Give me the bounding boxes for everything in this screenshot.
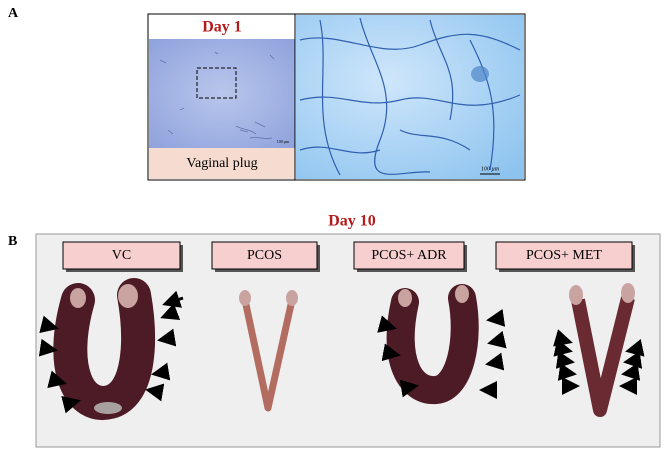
specimen-met	[569, 283, 635, 417]
arrow	[553, 339, 573, 357]
arrow	[162, 290, 184, 308]
arrow	[623, 350, 643, 369]
label-box	[62, 241, 181, 270]
arrow	[381, 343, 401, 362]
zoom-box	[196, 67, 237, 99]
arrow	[61, 395, 81, 414]
caption-area	[149, 148, 295, 179]
caption: Vaginal plug	[186, 156, 257, 171]
arrow	[555, 350, 575, 369]
group-label: VC	[112, 248, 131, 263]
label-box	[211, 241, 318, 270]
panel-title: Day 1	[202, 19, 242, 36]
arrow	[151, 362, 171, 381]
group-label: PCOS	[247, 248, 282, 263]
cell	[471, 66, 489, 82]
specimen-pcos	[239, 290, 298, 412]
arrow	[157, 328, 177, 347]
panel-title: Day 10	[328, 213, 376, 230]
title-area	[149, 15, 295, 39]
scale-bar-label: 100 µm	[481, 166, 500, 172]
arrows	[38, 290, 645, 414]
arrow	[39, 315, 59, 334]
arrow	[485, 352, 505, 371]
panel-label: B	[8, 234, 17, 249]
arrow	[145, 383, 165, 402]
label-box	[495, 241, 633, 270]
specimen-adr	[386, 284, 479, 404]
micrograph-high	[296, 15, 524, 179]
arrow	[47, 370, 67, 389]
group-label: PCOS+ MET	[526, 248, 602, 263]
arrow	[486, 308, 506, 327]
arrow	[377, 315, 397, 333]
scale-bar-label: 100 µm	[277, 139, 290, 144]
specimen-vc	[53, 278, 155, 420]
panel-label: A	[8, 6, 19, 21]
arrow	[621, 362, 641, 381]
arrow	[160, 303, 181, 321]
arrow	[38, 338, 58, 357]
arrow	[625, 339, 645, 357]
specks	[159, 51, 275, 139]
fibers	[299, 17, 521, 176]
label-box	[353, 241, 465, 270]
micrograph-low	[149, 39, 295, 148]
group-label: PCOS+ ADR	[371, 248, 447, 263]
arrow	[487, 330, 507, 349]
arrow	[399, 379, 419, 398]
arrow	[557, 362, 577, 381]
